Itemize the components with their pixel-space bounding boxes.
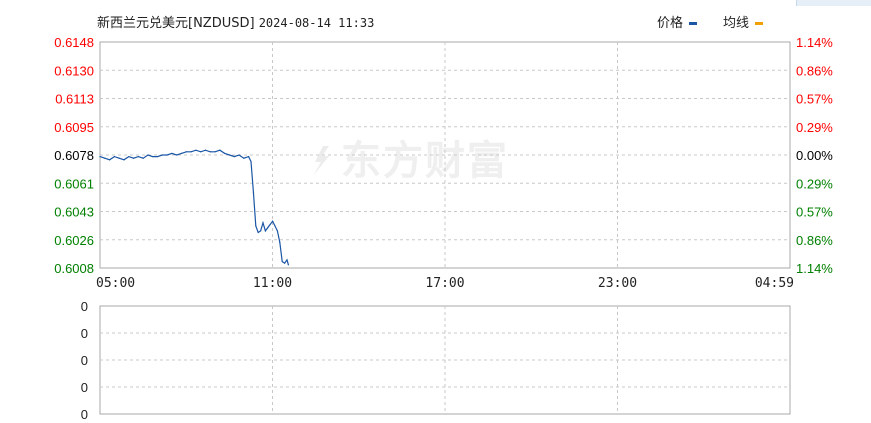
price-point bbox=[156, 156, 159, 158]
volume-tick-label: 0 bbox=[81, 380, 88, 395]
x-tick-label: 17:00 bbox=[425, 276, 464, 291]
price-point bbox=[147, 154, 149, 156]
y-tick-label: 0.6008 bbox=[54, 261, 94, 276]
price-point bbox=[264, 230, 267, 232]
price-line bbox=[99, 149, 289, 265]
price-point bbox=[250, 160, 252, 163]
y-tick-label: 0.6113 bbox=[55, 92, 94, 107]
price-point bbox=[195, 149, 197, 151]
volume-tick-label: 0 bbox=[81, 299, 88, 314]
price-point bbox=[142, 157, 144, 159]
legend-price[interactable]: 价格 bbox=[657, 12, 698, 31]
price-point bbox=[152, 156, 154, 158]
price-point bbox=[269, 223, 271, 226]
price-point bbox=[123, 159, 125, 161]
price-point bbox=[204, 149, 207, 151]
price-point bbox=[209, 151, 211, 153]
legend-price-label: 价格 bbox=[657, 16, 684, 31]
price-point bbox=[185, 151, 187, 153]
y-tick-label: 0.6148 bbox=[54, 35, 94, 50]
price-point bbox=[224, 152, 226, 154]
price-point bbox=[118, 157, 120, 159]
pct-tick-label: 0.29% bbox=[796, 120, 833, 135]
price-point bbox=[284, 262, 286, 264]
price-point bbox=[248, 156, 250, 158]
price-point bbox=[228, 154, 231, 156]
y-tick-label: 0.6130 bbox=[54, 63, 94, 78]
pct-tick-label: 0.57% bbox=[796, 92, 833, 107]
price-point bbox=[166, 154, 168, 156]
price-point bbox=[272, 220, 274, 222]
x-tick-label: 23:00 bbox=[598, 276, 637, 291]
price-point bbox=[214, 151, 216, 153]
price-point bbox=[279, 241, 281, 243]
watermark: 东方财富 bbox=[305, 128, 509, 186]
legend-price-swatch bbox=[689, 22, 698, 25]
x-tick-label: 04:59 bbox=[755, 276, 794, 291]
price-point bbox=[137, 156, 139, 158]
legend-avg-swatch bbox=[755, 22, 764, 25]
price-point bbox=[238, 154, 240, 156]
price-point bbox=[113, 156, 115, 158]
price-point bbox=[176, 154, 178, 156]
pct-tick-label: 0.57% bbox=[796, 205, 833, 220]
price-point bbox=[180, 152, 183, 154]
price-point bbox=[99, 156, 101, 158]
price-point bbox=[276, 230, 279, 232]
chart-datetime: 2024-08-14 11:33 bbox=[258, 16, 375, 30]
price-point bbox=[200, 151, 202, 153]
y-tick-label: 0.6078 bbox=[54, 148, 94, 163]
volume-tick-label: 0 bbox=[81, 407, 88, 422]
x-tick-label: 05:00 bbox=[96, 276, 135, 291]
y-tick-label: 0.6043 bbox=[54, 205, 94, 220]
volume-tick-label: 0 bbox=[81, 326, 88, 341]
x-tick-label: 11:00 bbox=[253, 276, 292, 291]
corner-tab bbox=[796, 0, 871, 6]
pct-tick-label: 0.29% bbox=[796, 176, 833, 191]
price-point bbox=[108, 159, 111, 161]
price-point bbox=[286, 259, 288, 261]
volume-tick-label: 0 bbox=[81, 353, 88, 368]
price-point bbox=[233, 156, 235, 158]
price-point bbox=[104, 157, 106, 159]
watermark-text: 东方财富 bbox=[341, 138, 509, 184]
price-point bbox=[255, 225, 257, 227]
pct-tick-label: 1.14% bbox=[796, 261, 833, 276]
pct-tick-label: 0.86% bbox=[796, 233, 833, 248]
price-point bbox=[252, 191, 255, 193]
chart-title: 新西兰元兑美元[NZDUSD] 2024-08-14 11:33 bbox=[97, 12, 374, 31]
y-tick-label: 0.6026 bbox=[54, 233, 94, 248]
price-point bbox=[219, 149, 221, 151]
price-point bbox=[267, 227, 269, 229]
legend-avg-label: 均线 bbox=[723, 16, 750, 31]
pct-tick-label: 0.00% bbox=[796, 148, 833, 163]
y-tick-label: 0.6095 bbox=[54, 120, 94, 135]
price-point bbox=[260, 230, 262, 232]
pct-tick-label: 0.86% bbox=[796, 63, 833, 78]
instrument-name: 新西兰元兑美元[NZDUSD] bbox=[97, 16, 255, 31]
price-point bbox=[171, 152, 173, 154]
price-point bbox=[274, 225, 276, 227]
price-point bbox=[287, 264, 290, 266]
price-point bbox=[243, 157, 245, 159]
price-point bbox=[257, 231, 259, 234]
y-tick-label: 0.6061 bbox=[54, 176, 94, 191]
eastmoney-logo-icon bbox=[313, 146, 329, 176]
price-point bbox=[262, 222, 264, 224]
price-point bbox=[128, 156, 130, 158]
price-point bbox=[190, 151, 192, 153]
legend-avg[interactable]: 均线 bbox=[723, 12, 764, 31]
price-point bbox=[281, 260, 283, 263]
pct-tick-label: 1.14% bbox=[796, 35, 833, 50]
price-point bbox=[132, 157, 135, 159]
price-point bbox=[161, 154, 163, 156]
